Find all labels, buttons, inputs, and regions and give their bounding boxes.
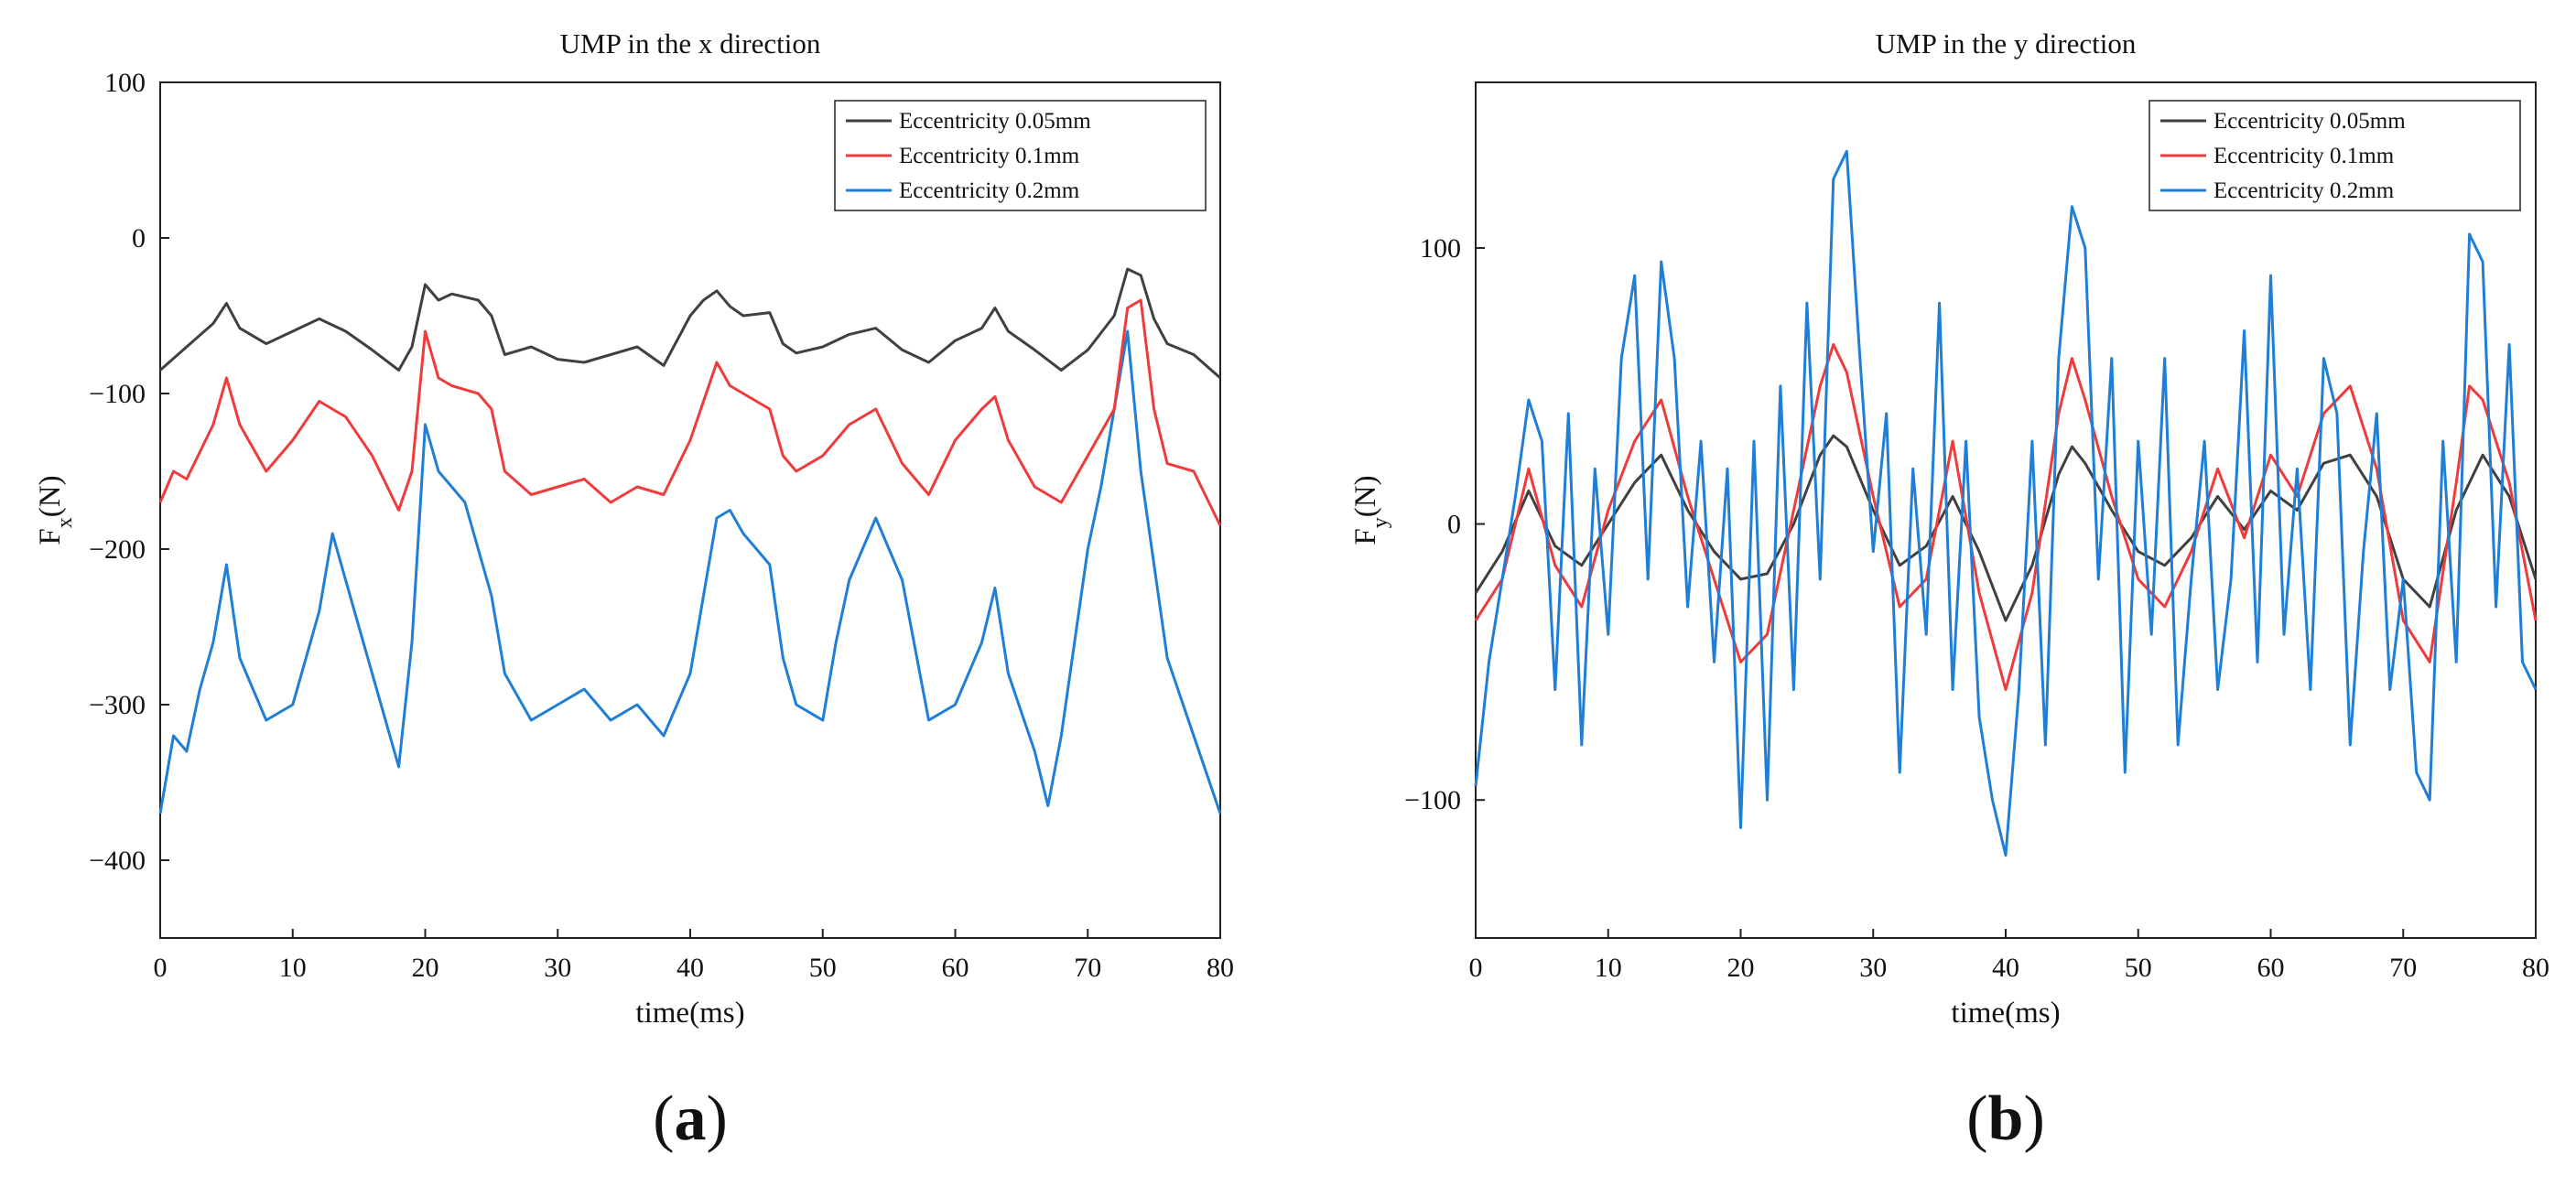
panel-a-chart: UMP in the x direction 0 10 20 30 40 50 60 70 80 1… — [34, 27, 1234, 1154]
legend-entry-3: Eccentricity 0.2mm — [899, 178, 1080, 203]
series-line-3 — [158, 329, 1222, 814]
panel-b-chart: UMP in the y direction 0 10 20 30 40 50 60 70 80 1… — [1349, 27, 2549, 1154]
y-tick-label: −100 — [89, 379, 146, 409]
y-tick-label: −300 — [89, 690, 146, 720]
legend-box — [2148, 100, 2521, 211]
series-line-1 — [1474, 434, 2538, 622]
x-tick-label: 50 — [2125, 953, 2152, 983]
x-axis-label: time(ms) — [1951, 997, 2060, 1030]
x-tick-label: 40 — [1992, 953, 2019, 983]
y-tick-label: −200 — [89, 534, 146, 565]
x-tick-label: 30 — [1859, 953, 1887, 983]
y-tick-label: 100 — [1420, 233, 1461, 264]
x-tick-label: 0 — [1469, 953, 1483, 983]
x-tick-label: 0 — [154, 953, 168, 983]
y-tick-label: −400 — [89, 846, 146, 876]
x-tick-label: 50 — [809, 953, 837, 983]
legend-entry-1: Eccentricity 0.05mm — [2213, 109, 2406, 134]
y-tick-label: 0 — [1447, 510, 1461, 540]
legend-entry-2: Eccentricity 0.1mm — [899, 144, 1080, 168]
series-line-2 — [158, 298, 1222, 527]
x-tick-label: 10 — [1595, 953, 1622, 983]
x-tick-label: 40 — [676, 953, 704, 983]
x-tick-label: 80 — [2522, 953, 2549, 983]
legend-entry-1: Eccentricity 0.05mm — [899, 109, 1091, 134]
y-axis-label: Fx(N) — [34, 475, 77, 545]
y-tick-label: 100 — [104, 68, 146, 98]
x-tick-label: 70 — [2389, 953, 2417, 983]
series-line-2 — [1474, 343, 2538, 691]
x-tick-label: 70 — [1074, 953, 1101, 983]
x-tick-label: 20 — [412, 953, 439, 983]
y-tick-label: −100 — [1404, 785, 1461, 815]
x-axis-label: time(ms) — [635, 997, 744, 1030]
x-tick-label: 60 — [942, 953, 969, 983]
x-tick-label: 30 — [544, 953, 571, 983]
x-tick-label: 60 — [2257, 953, 2285, 983]
series-line-1 — [159, 267, 1221, 380]
y-axis-label: Fy(N) — [1349, 475, 1392, 545]
legend-box — [834, 100, 1207, 211]
legend-entry-2: Eccentricity 0.1mm — [2213, 144, 2395, 168]
y-tick-label: 0 — [132, 223, 146, 253]
panel-label: (a) — [653, 1084, 728, 1154]
chart-title: UMP in the y direction — [1876, 27, 2137, 59]
panel-label: (b) — [1966, 1084, 2045, 1154]
x-tick-label: 10 — [279, 953, 307, 983]
x-tick-label: 80 — [1207, 953, 1234, 983]
x-tick-label: 20 — [1727, 953, 1755, 983]
series-line-3 — [1474, 149, 2538, 857]
legend-entry-3: Eccentricity 0.2mm — [2213, 178, 2395, 203]
chart-title: UMP in the x direction — [560, 27, 821, 59]
